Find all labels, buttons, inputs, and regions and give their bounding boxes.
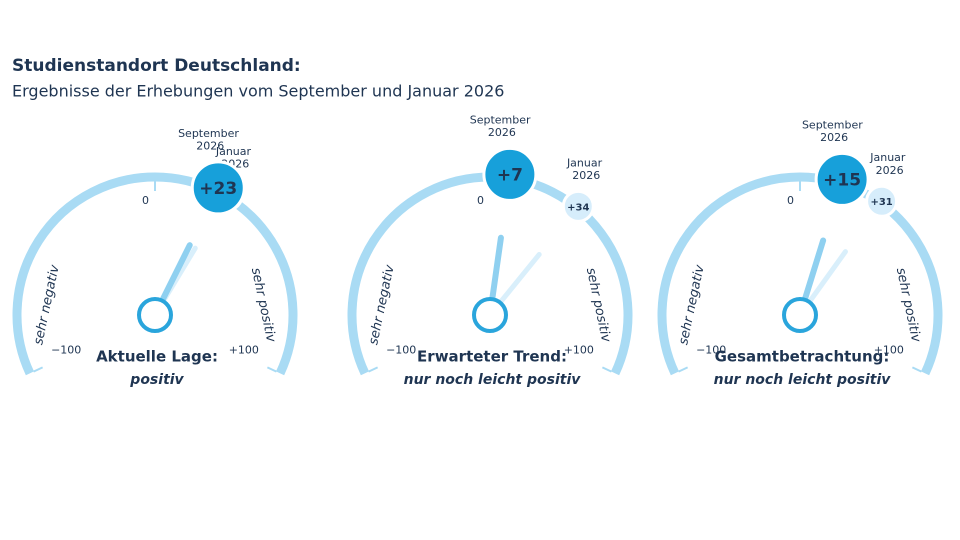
gauge-title: Erwarteter Trend: [417, 348, 567, 366]
axis-label: sehr positiv [583, 267, 613, 344]
series-name: Januar 2026 [566, 156, 606, 182]
tick-mark [33, 366, 44, 373]
page-title: Studienstandort Deutschland: [12, 56, 301, 76]
needle-pivot [137, 297, 173, 333]
value-label: +15 [823, 170, 861, 190]
tick-mark [368, 366, 379, 373]
tick-label: 0 [787, 194, 794, 207]
tick-label: 0 [142, 194, 149, 207]
value-bubble [482, 146, 538, 202]
gauge-subtitle: positiv [129, 372, 184, 388]
gauge-title: Gesamtbetrachtung: [715, 348, 890, 366]
tick-label: +100 [229, 343, 259, 356]
tick-label: +100 [874, 343, 904, 356]
series-name: September 2026 [470, 113, 534, 139]
value-bubble [814, 151, 870, 207]
tick-mark [266, 366, 277, 373]
axis-label: sehr negativ [31, 263, 63, 346]
axis-label: sehr positiv [893, 267, 923, 344]
tick-mark [678, 366, 689, 373]
value-bubble [190, 160, 246, 216]
tick-label: −100 [696, 343, 726, 356]
value-label: +31 [870, 197, 892, 208]
page-subtitle: Ergebnisse der Erhebungen vom September … [12, 82, 504, 101]
series-name: Januar 2026 [869, 151, 909, 177]
tick-label: 0 [477, 194, 484, 207]
needle-pivot [782, 297, 818, 333]
tick-mark [601, 366, 612, 373]
value-bubble [561, 189, 595, 223]
gauge-subtitle: nur noch leicht positiv [714, 372, 892, 388]
value-label: +34 [567, 202, 589, 213]
tick-label: +100 [564, 343, 594, 356]
gauge-arc [657, 172, 943, 376]
gauge-subtitle: nur noch leicht positiv [404, 372, 582, 388]
series-name: September 2026 [802, 118, 866, 144]
gauge-title: Aktuelle Lage: [96, 348, 218, 366]
series-name: September 2026 [178, 127, 242, 153]
needle-pivot [472, 297, 508, 333]
value-label: +23 [199, 179, 237, 199]
value-bubble [865, 184, 899, 218]
gauge-arc [12, 172, 298, 376]
value-label: +7 [497, 165, 523, 185]
axis-label: sehr negativ [676, 263, 708, 346]
tick-label: −100 [386, 343, 416, 356]
tick-label: −100 [51, 343, 81, 356]
axis-label: sehr negativ [366, 263, 398, 346]
axis-label: sehr positiv [248, 267, 278, 344]
tick-mark [911, 366, 922, 373]
